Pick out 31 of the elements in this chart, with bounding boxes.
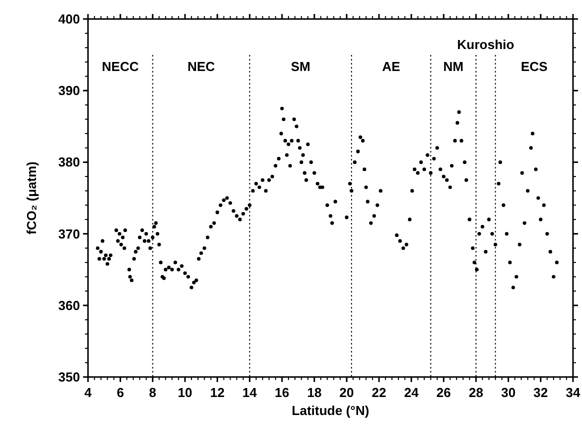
x-tick-label: 8 bbox=[149, 385, 156, 400]
x-tick-label: 24 bbox=[404, 385, 420, 400]
x-tick-label: 28 bbox=[468, 385, 484, 400]
y-tick-label: 370 bbox=[58, 226, 80, 242]
x-tick-label: 14 bbox=[242, 385, 258, 400]
annotation: ECS bbox=[520, 59, 548, 74]
annotation: NECC bbox=[102, 59, 140, 74]
y-tick-label: 350 bbox=[58, 370, 80, 384]
annotation: Kuroshio bbox=[457, 37, 514, 52]
x-tick-label: 26 bbox=[436, 385, 451, 400]
x-tick-label: 34 bbox=[566, 385, 581, 400]
annotation: AE bbox=[382, 59, 400, 74]
x-tick-label: 6 bbox=[116, 385, 124, 400]
x-tick-label: 4 bbox=[84, 385, 92, 400]
x-tick-label: 32 bbox=[533, 385, 548, 400]
x-tick-label: 18 bbox=[307, 385, 322, 400]
x-tick-label: 12 bbox=[210, 385, 225, 400]
y-tick-label: 360 bbox=[58, 298, 80, 313]
y-tick-label: 380 bbox=[58, 154, 80, 170]
x-tick-label: 20 bbox=[339, 385, 354, 400]
y-tick-label: 400 bbox=[58, 12, 80, 26]
x-tick-label: 22 bbox=[372, 385, 386, 400]
y-axis-title: fCO₂ (μatm) bbox=[24, 162, 39, 234]
annotation: NEC bbox=[187, 59, 216, 74]
annotation: NM bbox=[443, 59, 464, 74]
x-tick-label: 30 bbox=[501, 385, 516, 400]
y-tick-label: 390 bbox=[58, 83, 80, 98]
x-axis-title: Latitude (°N) bbox=[292, 403, 370, 418]
x-tick-label: 16 bbox=[274, 385, 290, 400]
annotation: SM bbox=[290, 59, 310, 74]
x-tick-label: 10 bbox=[178, 385, 192, 400]
